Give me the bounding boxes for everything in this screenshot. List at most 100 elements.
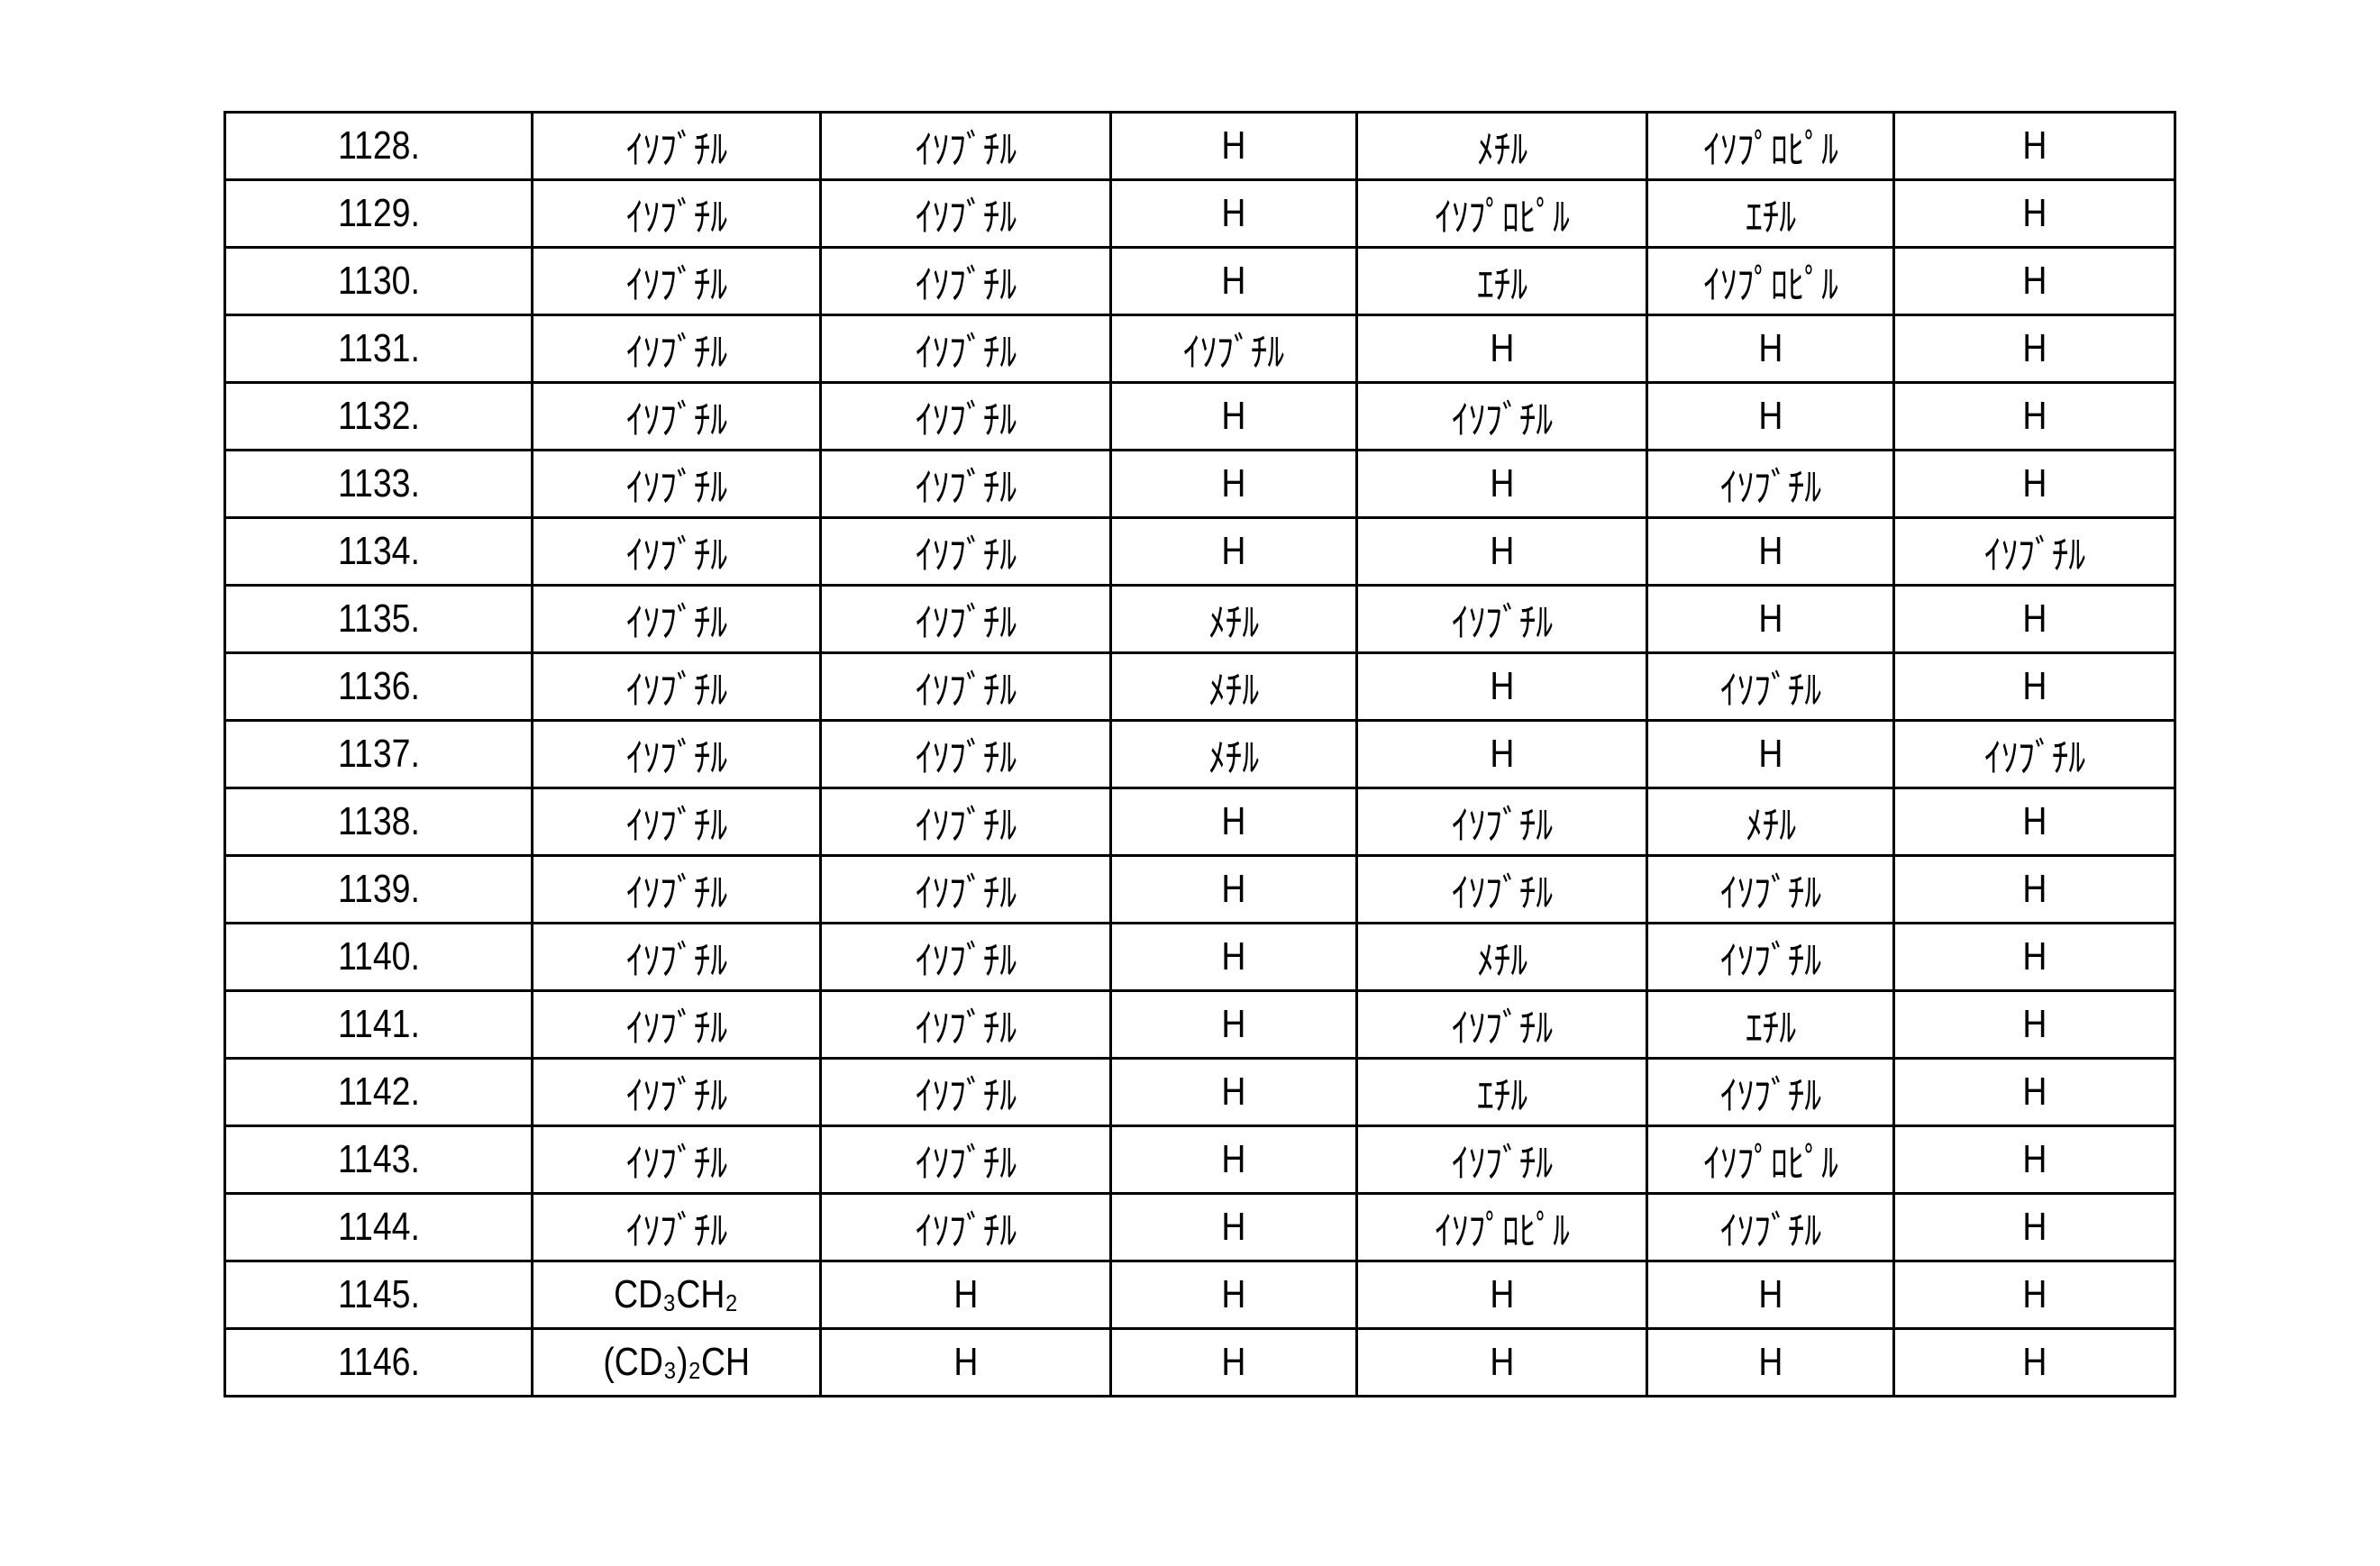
substituent-cell: ｲｿﾌﾞﾁﾙ: [1647, 856, 1894, 924]
table-row: 1133.ｲｿﾌﾞﾁﾙｲｿﾌﾞﾁﾙHHｲｿﾌﾞﾁﾙH: [225, 451, 2175, 518]
cell-text: H: [1490, 529, 1514, 574]
cell-text: ｲｿﾌﾞﾁﾙ: [625, 320, 726, 378]
substituent-cell: ｲｿﾌﾞﾁﾙ: [1357, 1126, 1647, 1194]
cell-text: 1132.: [338, 394, 420, 439]
cell-text: H: [2022, 123, 2047, 168]
cell-text: H: [1221, 394, 1245, 439]
substituent-cell: ｲｿﾌﾞﾁﾙ: [1894, 721, 2175, 788]
cell-text: ｲｿﾌﾞﾁﾙ: [915, 523, 1016, 580]
cell-text: H: [2022, 799, 2047, 844]
substituent-cell: H: [1111, 1329, 1357, 1397]
compound-number-cell: 1132.: [225, 383, 533, 451]
cell-text: H: [1490, 461, 1514, 506]
substituent-cell: ｲｿﾌﾞﾁﾙ: [821, 1059, 1111, 1126]
cell-text: 1144.: [338, 1205, 420, 1250]
substituent-cell: ｲｿﾌﾟﾛﾋﾟﾙ: [1357, 180, 1647, 248]
substituent-cell: H: [1894, 248, 2175, 315]
compound-number-cell: 1131.: [225, 315, 533, 383]
compound-number-cell: 1134.: [225, 518, 533, 586]
substituent-cell: H: [1894, 1329, 2175, 1397]
substituent-cell: ｲｿﾌﾞﾁﾙ: [1357, 383, 1647, 451]
cell-text: ｲｿﾌﾞﾁﾙ: [625, 117, 726, 175]
compound-number-cell: 1136.: [225, 653, 533, 721]
cell-text: ｲｿﾌﾞﾁﾙ: [1719, 455, 1820, 513]
cell-text: 1138.: [338, 799, 420, 844]
substituent-cell: ｲｿﾌﾞﾁﾙ: [1647, 924, 1894, 991]
substituent-cell: H: [1357, 1329, 1647, 1397]
compound-number-cell: 1146.: [225, 1329, 533, 1397]
cell-text: ｲｿﾌﾞﾁﾙ: [915, 117, 1016, 175]
table-row: 1144.ｲｿﾌﾞﾁﾙｲｿﾌﾞﾁﾙHｲｿﾌﾟﾛﾋﾟﾙｲｿﾌﾞﾁﾙH: [225, 1194, 2175, 1261]
cell-text: ｲｿﾌﾞﾁﾙ: [915, 793, 1016, 851]
substituent-cell: H: [1357, 451, 1647, 518]
substituent-cell: ｲｿﾌﾞﾁﾙ: [821, 315, 1111, 383]
compound-number-cell: 1145.: [225, 1261, 533, 1329]
cell-text: H: [1221, 1272, 1245, 1317]
cell-text: ｲｿﾌﾞﾁﾙ: [625, 928, 726, 986]
substituent-cell: ｲｿﾌﾞﾁﾙ: [533, 383, 821, 451]
substituent-cell: H: [1647, 315, 1894, 383]
substituent-cell: ｲｿﾌﾞﾁﾙ: [1647, 1059, 1894, 1126]
substituent-cell: H: [1111, 451, 1357, 518]
substituent-cell: ｲｿﾌﾞﾁﾙ: [821, 518, 1111, 586]
substituent-cell: ｲｿﾌﾞﾁﾙ: [533, 924, 821, 991]
substituent-cell: ｲｿﾌﾞﾁﾙ: [533, 991, 821, 1059]
substituent-cell: H: [1111, 248, 1357, 315]
substituent-cell: ｲｿﾌﾞﾁﾙ: [1647, 653, 1894, 721]
cell-text: H: [1221, 461, 1245, 506]
cell-text: ｲｿﾌﾞﾁﾙ: [1451, 860, 1552, 918]
cell-text: ｲｿﾌﾞﾁﾙ: [1983, 725, 2084, 783]
substituent-cell: ｲｿﾌﾞﾁﾙ: [1357, 856, 1647, 924]
substituent-cell: H: [1357, 1261, 1647, 1329]
cell-text: ｲｿﾌﾞﾁﾙ: [625, 387, 726, 445]
substituent-cell: ｲｿﾌﾞﾁﾙ: [533, 1126, 821, 1194]
cell-text: ｲｿﾌﾞﾁﾙ: [915, 320, 1016, 378]
substituent-cell: H: [1894, 856, 2175, 924]
substituent-cell: ｲｿﾌﾞﾁﾙ: [533, 586, 821, 653]
cell-text: ｲｿﾌﾞﾁﾙ: [625, 523, 726, 580]
table-row: 1137.ｲｿﾌﾞﾁﾙｲｿﾌﾞﾁﾙﾒﾁﾙHHｲｿﾌﾞﾁﾙ: [225, 721, 2175, 788]
substituent-cell: ｲｿﾌﾞﾁﾙ: [821, 248, 1111, 315]
cell-text: ｲｿﾌﾞﾁﾙ: [625, 455, 726, 513]
substituent-cell: H: [1647, 518, 1894, 586]
compound-number-cell: 1140.: [225, 924, 533, 991]
substituent-cell: ｲｿﾌﾞﾁﾙ: [821, 586, 1111, 653]
cell-text: 1134.: [338, 529, 420, 574]
substituent-cell: ｲｿﾌﾞﾁﾙ: [1647, 1194, 1894, 1261]
compound-number-cell: 1128.: [225, 113, 533, 180]
cell-text: ｴﾁﾙ: [1476, 252, 1527, 310]
substituent-cell: CD₃CH₂: [533, 1261, 821, 1329]
cell-text: ｲｿﾌﾞﾁﾙ: [1719, 860, 1820, 918]
cell-text: (CD₃)₂CH: [603, 1340, 750, 1385]
cell-text: ﾒﾁﾙ: [1208, 590, 1259, 648]
compound-table: 1128.ｲｿﾌﾞﾁﾙｲｿﾌﾞﾁﾙHﾒﾁﾙｲｿﾌﾟﾛﾋﾟﾙH1129.ｲｿﾌﾞﾁ…: [223, 111, 2176, 1398]
cell-text: ｲｿﾌﾞﾁﾙ: [915, 860, 1016, 918]
cell-text: ｲｿﾌﾞﾁﾙ: [915, 658, 1016, 715]
substituent-cell: H: [1894, 1261, 2175, 1329]
cell-text: ﾒﾁﾙ: [1476, 928, 1527, 986]
cell-text: H: [2022, 326, 2047, 371]
table-row: 1146.(CD₃)₂CHHHHHH: [225, 1329, 2175, 1397]
substituent-cell: ｲｿﾌﾞﾁﾙ: [533, 518, 821, 586]
cell-text: ｲｿﾌﾞﾁﾙ: [625, 658, 726, 715]
substituent-cell: ﾒﾁﾙ: [1111, 586, 1357, 653]
substituent-cell: H: [1647, 1329, 1894, 1397]
compound-number-cell: 1141.: [225, 991, 533, 1059]
substituent-cell: (CD₃)₂CH: [533, 1329, 821, 1397]
compound-number-cell: 1133.: [225, 451, 533, 518]
substituent-cell: H: [1894, 315, 2175, 383]
cell-text: H: [2022, 596, 2047, 642]
cell-text: H: [1758, 1340, 1783, 1385]
table-row: 1142.ｲｿﾌﾞﾁﾙｲｿﾌﾞﾁﾙHｴﾁﾙｲｿﾌﾞﾁﾙH: [225, 1059, 2175, 1126]
substituent-cell: H: [1111, 1261, 1357, 1329]
substituent-cell: ﾒﾁﾙ: [1647, 788, 1894, 856]
compound-number-cell: 1143.: [225, 1126, 533, 1194]
cell-text: ｲｿﾌﾞﾁﾙ: [1719, 658, 1820, 715]
cell-text: H: [1221, 1137, 1245, 1182]
substituent-cell: H: [1111, 788, 1357, 856]
cell-text: H: [1221, 123, 1245, 168]
substituent-cell: H: [1894, 1194, 2175, 1261]
substituent-cell: H: [1894, 451, 2175, 518]
substituent-cell: H: [1894, 113, 2175, 180]
substituent-cell: ｲｿﾌﾞﾁﾙ: [1111, 315, 1357, 383]
